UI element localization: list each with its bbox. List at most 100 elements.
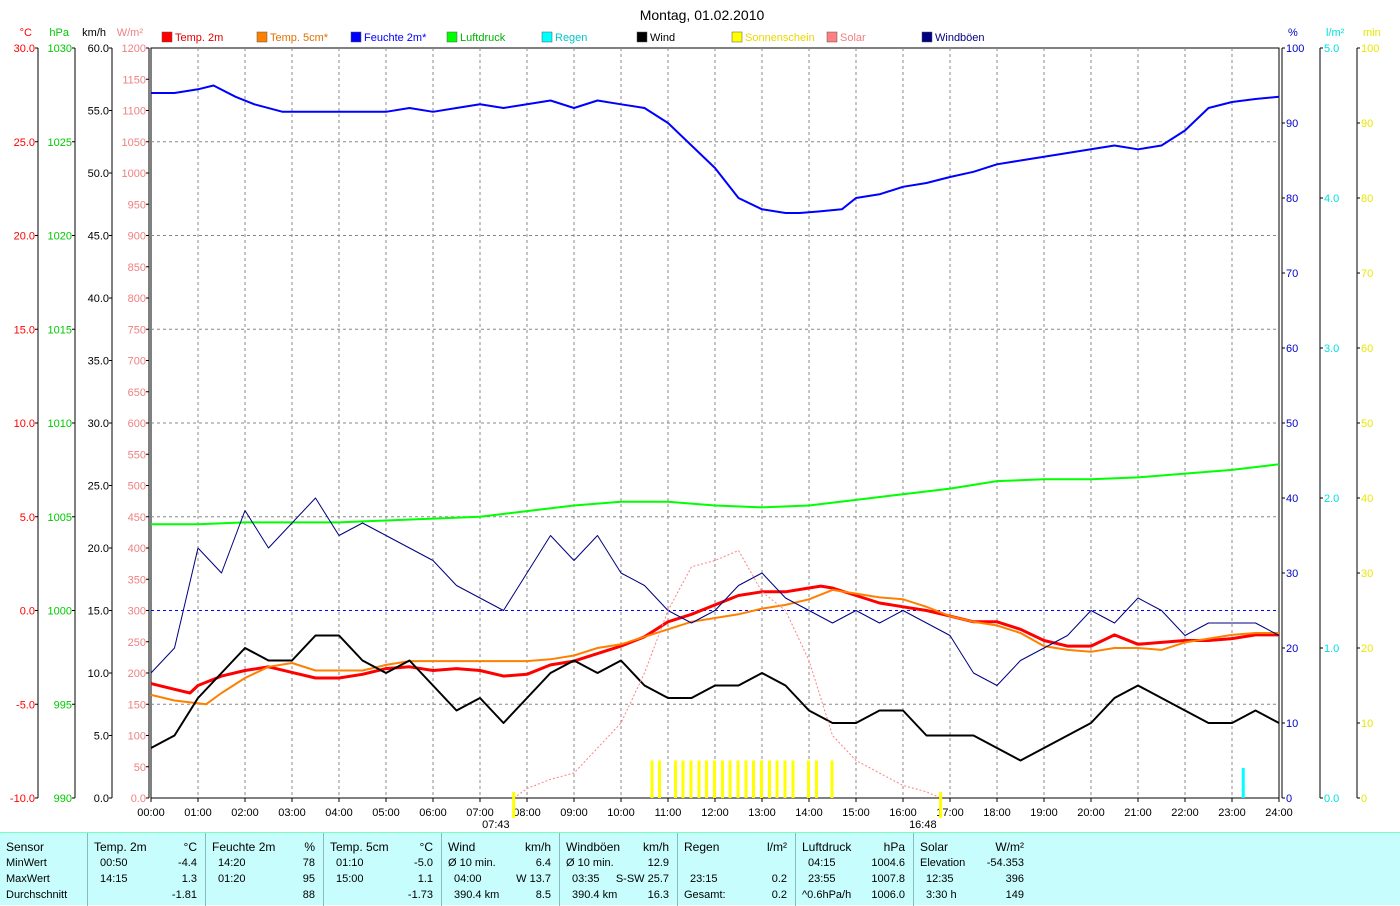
stats-temp5cm-unit: °C bbox=[419, 840, 433, 854]
legend-swatch bbox=[541, 31, 553, 43]
left-axis-tick-label: 1020 bbox=[48, 231, 72, 243]
left-axis-unit: km/h bbox=[82, 27, 106, 39]
series-luftdruck-line bbox=[151, 463, 1280, 526]
stats-windboeen-unit: km/h bbox=[642, 840, 669, 854]
left-axis-tick-label: 10.0 bbox=[14, 418, 35, 430]
left-axis-tick-label: 60.0 bbox=[88, 43, 109, 55]
stats-temp2m-label: Temp. 2m bbox=[94, 840, 147, 854]
stats-feuchte-min-time: 14:20 bbox=[218, 857, 246, 869]
left-axis-tick-label: 850 bbox=[128, 262, 146, 274]
stats-wind-min-time: Ø 10 min. bbox=[448, 857, 496, 869]
left-axis-tick-label: 25.0 bbox=[14, 137, 35, 149]
stats-solar-max-time: 12:35 bbox=[926, 873, 954, 885]
stats-feuchte-avg: 88 bbox=[302, 889, 315, 901]
right-axis-tick-label: 100 bbox=[1361, 43, 1379, 55]
series-sonnenschein-bar bbox=[697, 760, 701, 798]
series-sonnenschein-bar bbox=[728, 760, 732, 798]
stats-solar-max: 396 bbox=[1005, 873, 1024, 885]
x-axis-tick-label: 23:00 bbox=[1218, 807, 1246, 819]
left-axis-tick-label: 25.0 bbox=[88, 481, 109, 493]
right-axis-tick-label: 80 bbox=[1361, 193, 1373, 205]
x-axis-tick-label: 09:00 bbox=[560, 807, 588, 819]
right-axis-tick-label: 50 bbox=[1286, 418, 1298, 430]
right-axis-tick-label: 50 bbox=[1361, 418, 1373, 430]
left-axis-tick-label: 550 bbox=[128, 449, 146, 461]
left-axis-tick-label: 40.0 bbox=[88, 293, 109, 305]
x-axis-tick-label: 06:00 bbox=[419, 807, 447, 819]
stats-temp2m-min-time: 00:50 bbox=[100, 857, 128, 869]
stats-feuchte-max: 95 bbox=[302, 873, 315, 885]
left-axis-tick-label: 5.0 bbox=[94, 731, 109, 743]
right-axis-tick-label: 10 bbox=[1286, 718, 1298, 730]
x-axis-tick-label: 20:00 bbox=[1077, 807, 1105, 819]
left-axis-tick-label: 750 bbox=[128, 324, 146, 336]
legend-label: Feuchte 2m* bbox=[364, 32, 427, 44]
right-axis-tick-label: 90 bbox=[1361, 118, 1373, 130]
sunset-label: 16:48 bbox=[909, 819, 937, 831]
stats-windboeen-avg-time: 390.4 km bbox=[572, 889, 618, 901]
stats-col-feuchte: Feuchte 2m % 14:20 78 01:20 95 88 bbox=[206, 833, 324, 906]
right-axis-tick-label: 40 bbox=[1286, 493, 1298, 505]
stats-solar-min-time: Elevation bbox=[920, 857, 966, 869]
x-axis-tick-label: 21:00 bbox=[1124, 807, 1152, 819]
stats-wind-avg-time: 390.4 km bbox=[454, 889, 500, 901]
left-axis-tick-label: 10.0 bbox=[88, 668, 109, 680]
left-axis-tick-label: 150 bbox=[128, 699, 146, 711]
sunrise-label: 07:43 bbox=[482, 819, 510, 831]
legend-swatch bbox=[636, 31, 648, 43]
left-axis-tick-label: 15.0 bbox=[88, 606, 109, 618]
x-axis-tick-label: 22:00 bbox=[1171, 807, 1199, 819]
x-axis-tick-label: 08:00 bbox=[513, 807, 541, 819]
left-axis-tick-label: 1015 bbox=[48, 324, 72, 336]
left-axis-tick-label: 20.0 bbox=[88, 543, 109, 555]
stats-solar-avg: 149 bbox=[1005, 889, 1024, 901]
stats-feuchte-max-time: 01:20 bbox=[218, 873, 246, 885]
legend-swatch bbox=[350, 31, 362, 43]
right-axis-tick-label: 0 bbox=[1286, 793, 1292, 805]
x-axis-tick-label: 24:00 bbox=[1265, 807, 1293, 819]
chart-title: Montag, 01.02.2010 bbox=[640, 7, 765, 23]
stats-row-avg: Durchschnitt bbox=[6, 889, 68, 901]
left-axis-tick-label: 800 bbox=[128, 293, 146, 305]
right-axis-unit: l/m² bbox=[1326, 27, 1345, 39]
stats-temp5cm-max: 1.1 bbox=[417, 873, 433, 885]
legend-label: Temp. 5cm* bbox=[270, 32, 329, 44]
x-axis-tick-label: 05:00 bbox=[372, 807, 400, 819]
right-axis-tick-label: 1.0 bbox=[1324, 643, 1339, 655]
stats-windboeen-min-time: Ø 10 min. bbox=[566, 857, 614, 869]
right-axis-tick-label: 5.0 bbox=[1324, 43, 1339, 55]
right-axis-tick-label: 3.0 bbox=[1324, 343, 1339, 355]
stats-windboeen-max-time: 03:35 bbox=[572, 873, 600, 885]
left-axis-tick-label: 20.0 bbox=[14, 231, 35, 243]
left-axis-tick-label: 650 bbox=[128, 387, 146, 399]
legend-label: Windböen bbox=[935, 32, 985, 44]
series-layer bbox=[150, 84, 1280, 799]
legend-swatch bbox=[826, 31, 838, 43]
legend: Temp. 2m Temp. 5cm* Feuchte 2m* Luftdruck Re… bbox=[161, 31, 985, 44]
legend-swatch bbox=[256, 31, 268, 43]
right-axis-tick-label: 70 bbox=[1361, 268, 1373, 280]
right-axis-tick-label: 20 bbox=[1361, 643, 1373, 655]
series-sonnenschein-bar bbox=[658, 760, 662, 798]
stats-col-temp5cm: Temp. 5cm °C 01:10 -5.0 15:00 1.1 -1.73 bbox=[324, 833, 442, 906]
right-axis-tick-label: 60 bbox=[1361, 343, 1373, 355]
left-axis-tick-label: -5.0 bbox=[16, 699, 35, 711]
series-sonnenschein-bar bbox=[767, 760, 771, 798]
left-axis-unit: hPa bbox=[49, 27, 69, 39]
left-axis-tick-label: 1000 bbox=[122, 168, 146, 180]
left-axis-tick-label: 1200 bbox=[122, 43, 146, 55]
series-solar-line bbox=[513, 550, 941, 799]
right-axis-tick-label: 100 bbox=[1286, 43, 1304, 55]
x-axis-tick-label: 17:00 bbox=[936, 807, 964, 819]
right-axis-tick-label: 2.0 bbox=[1324, 493, 1339, 505]
left-axis-tick-label: 400 bbox=[128, 543, 146, 555]
series-temp-2m-line bbox=[150, 584, 1279, 695]
x-axis-tick-label: 01:00 bbox=[184, 807, 212, 819]
x-axis-tick-label: 02:00 bbox=[231, 807, 259, 819]
series-sonnenschein-bar bbox=[681, 760, 685, 798]
left-axis-tick-label: 250 bbox=[128, 637, 146, 649]
series-sonnenschein-bar bbox=[830, 760, 834, 798]
stats-feuchte-unit: % bbox=[304, 840, 315, 854]
stats-regen-max-time: 23:15 bbox=[690, 873, 718, 885]
series-sonnenschein-bar bbox=[673, 760, 677, 798]
